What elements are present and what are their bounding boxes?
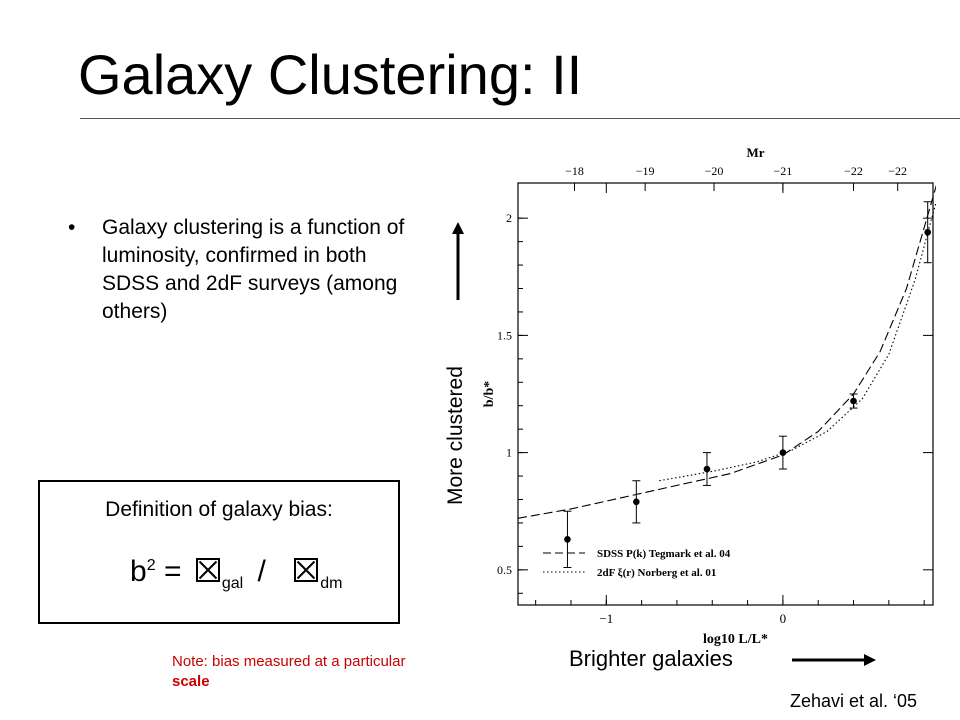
top-tick-label: −19 — [636, 164, 655, 178]
top-tick-label: −18 — [565, 164, 584, 178]
y-tick-label: 1.5 — [497, 328, 512, 342]
bullet-item: • Galaxy clustering is a function of lum… — [68, 214, 408, 326]
formula-exponent: 2 — [146, 557, 156, 574]
data-point — [564, 536, 571, 543]
up-arrow-head — [452, 222, 464, 234]
x-tick-label: −1 — [599, 611, 613, 626]
note-emphasis: scale — [172, 673, 210, 690]
formula-sub-dm: dm — [320, 575, 343, 592]
bullet-text: Galaxy clustering is a function of lumin… — [102, 216, 405, 323]
brighter-galaxies-label: Brighter galaxies — [569, 646, 733, 671]
x-axis-label: log10 L/L* — [703, 632, 768, 647]
plot-frame — [517, 182, 934, 606]
y-axis-label: b/b* — [482, 381, 497, 407]
top-tick-label: −20 — [705, 164, 724, 178]
twodf-curve — [659, 200, 936, 482]
top-axis-label: Mr — [746, 145, 764, 160]
legend-label: SDSS P(k) Tegmark et al. 04 — [597, 548, 731, 560]
x-tick-label: 0 — [780, 611, 787, 626]
bias-luminosity-plot: −1 0 0.5 1 1.5 2 −18 −19 −20 −21 −22 −22 Mr log10 L/L… — [482, 145, 936, 647]
bullet-list: • Galaxy clustering is a function of lum… — [68, 214, 408, 326]
definition-title: Definition of galaxy bias: — [105, 498, 333, 521]
citation: Zehavi et al. ‘05 — [790, 691, 918, 711]
data-point — [850, 397, 857, 405]
y-tick-label: 1 — [506, 446, 512, 460]
data-point — [633, 498, 640, 506]
data-point — [924, 228, 932, 236]
boxed-x-icon — [294, 558, 319, 582]
bias-formula: b2 = gal / dm — [130, 555, 342, 593]
formula-divide: / — [257, 555, 266, 588]
title-divider — [80, 118, 960, 119]
scale-note: Note: bias measured at a particular scal… — [172, 652, 422, 692]
y-tick-label: 0.5 — [497, 563, 512, 577]
right-arrow-head — [864, 654, 876, 666]
note-text: Note: bias measured at a particular — [172, 653, 406, 670]
slide-title: Galaxy Clustering: II — [78, 43, 583, 106]
formula-sub-gal: gal — [221, 575, 244, 592]
data-point — [703, 465, 711, 473]
boxed-x-icon — [195, 558, 220, 582]
bias-definition-box: Definition of galaxy bias: b2 = gal / dm — [38, 480, 400, 624]
formula-b: b — [130, 555, 147, 588]
more-clustered-label: More clustered — [444, 366, 467, 505]
sdss-curve — [517, 184, 936, 519]
top-tick-label: −21 — [774, 164, 793, 178]
formula-equals: = — [163, 555, 182, 588]
legend-label: 2dF ξ(r) Norberg et al. 01 — [597, 567, 716, 579]
top-tick-label: −22 — [888, 164, 907, 178]
y-tick-label: 2 — [506, 211, 512, 225]
top-tick-label: −22 — [844, 164, 863, 178]
bullet-marker: • — [68, 216, 76, 239]
data-point — [779, 449, 787, 456]
